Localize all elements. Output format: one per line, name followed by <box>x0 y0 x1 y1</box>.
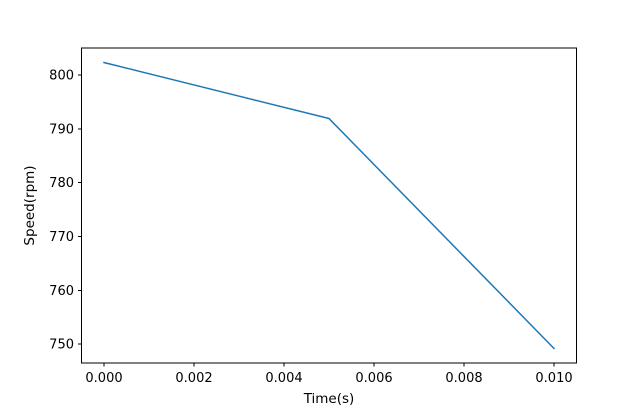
speed-curve <box>103 61 556 350</box>
x-tick-label: 0.010 <box>535 371 572 386</box>
x-tick-label: 0.004 <box>265 371 302 386</box>
y-axis-label: Speed(rpm) <box>22 165 38 245</box>
y-tick-label: 780 <box>49 176 74 191</box>
y-tick-label: 770 <box>49 230 74 245</box>
x-tick-label: 0.002 <box>175 371 212 386</box>
y-tick-label: 760 <box>49 284 74 299</box>
y-tick-label: 750 <box>49 338 74 353</box>
y-tick-label: 790 <box>49 122 74 137</box>
x-axis-label: Time(s) <box>303 391 355 407</box>
x-tick-label: 0.000 <box>85 371 122 386</box>
y-tick-label: 800 <box>49 68 74 83</box>
plot-area: 0.000 0.002 0.004 0.006 0.008 0.010 750 760 770 7… <box>49 47 577 386</box>
axes-spines <box>81 47 577 364</box>
x-tick-label: 0.008 <box>445 371 482 386</box>
x-tick-label: 0.006 <box>355 371 392 386</box>
